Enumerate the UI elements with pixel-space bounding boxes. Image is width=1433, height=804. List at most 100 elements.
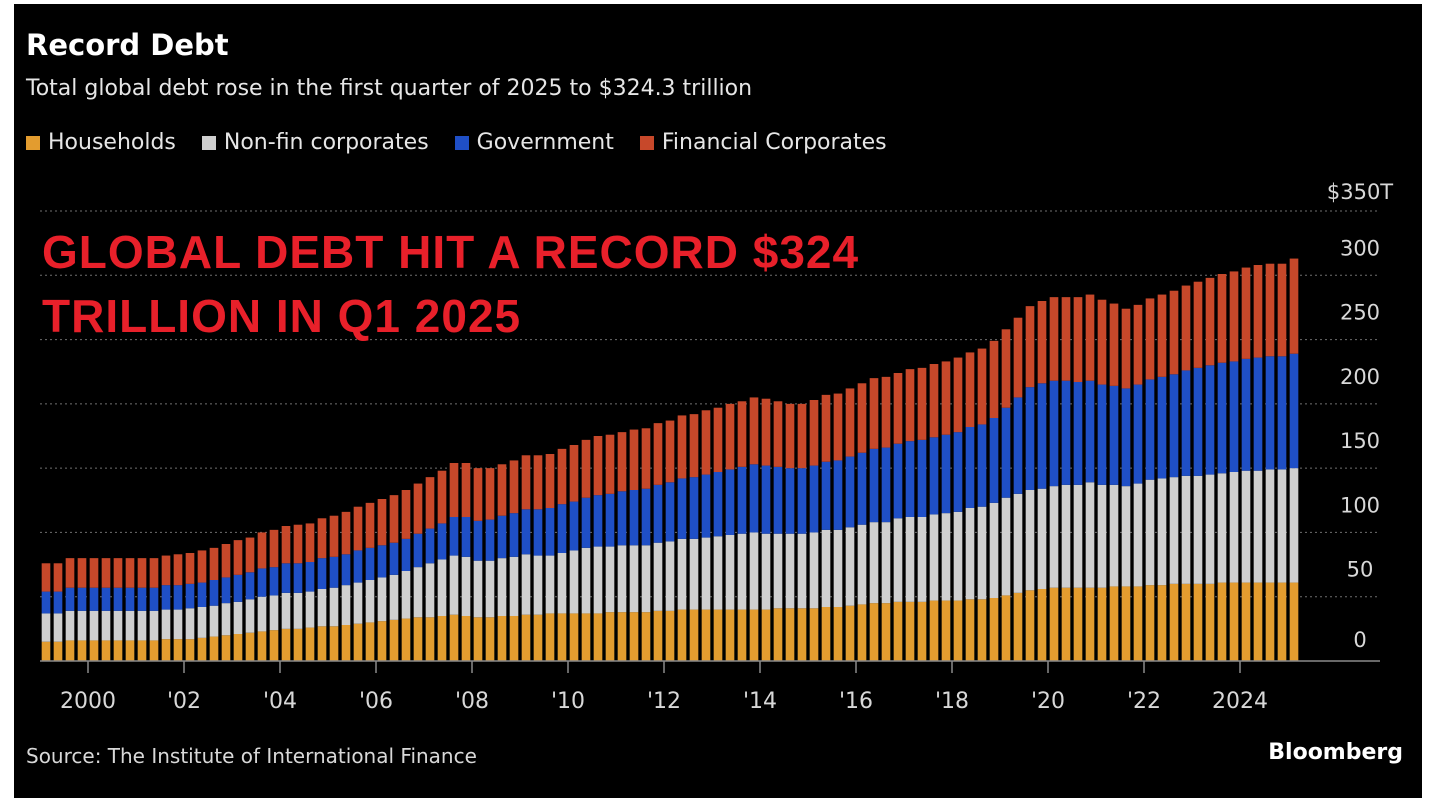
bar-segment <box>989 418 999 503</box>
bar-segment <box>905 441 915 517</box>
bar-segment <box>1229 582 1239 661</box>
annotation-line-2: TRILLION IN Q1 2025 <box>42 290 522 342</box>
bar-segment <box>725 535 735 610</box>
bar-segment <box>1253 357 1263 471</box>
bar-segment <box>329 587 339 627</box>
bar-segment <box>821 461 831 530</box>
bar-segment <box>557 553 567 614</box>
bar-segment <box>125 587 135 611</box>
bar-segment <box>929 437 939 515</box>
bar-segment <box>1181 475 1191 584</box>
bar-segment <box>269 529 279 568</box>
bar-segment <box>521 554 531 615</box>
legend-item-government: Government <box>454 130 614 155</box>
bar-segment <box>329 626 339 661</box>
bar-segment <box>953 357 963 433</box>
bar-segment <box>1049 486 1059 588</box>
legend-label-financial-corporates: Financial Corporates <box>661 130 887 155</box>
bar-segment <box>869 378 879 449</box>
y-tick-label: $350T <box>1327 180 1393 204</box>
bar-segment <box>449 555 459 615</box>
bar-segment <box>713 472 723 537</box>
bar-segment <box>677 415 687 479</box>
bar-segment <box>1085 482 1095 588</box>
bar-segment <box>1145 585 1155 661</box>
bar-segment <box>293 524 303 564</box>
bar-segment <box>845 388 855 457</box>
bar-segment <box>629 490 639 546</box>
bar-segment <box>677 478 687 539</box>
bar-segment <box>1289 353 1299 469</box>
headline-annotation: GLOBAL DEBT HIT A RECORD $324 TRILLION I… <box>42 220 1042 348</box>
bar-segment <box>1193 281 1203 368</box>
bar-segment <box>377 577 387 622</box>
bar-segment <box>1133 304 1143 385</box>
y-tick-label: 250 <box>1340 301 1380 325</box>
bar-segment <box>113 587 123 611</box>
bar-segment <box>221 635 231 661</box>
bar-segment <box>1073 382 1083 485</box>
bar-segment <box>389 619 399 661</box>
bar-segment <box>1157 478 1167 586</box>
bar-segment <box>749 464 759 533</box>
bar-segment <box>221 577 231 604</box>
bar-segment <box>1277 356 1287 470</box>
bar-segment <box>1169 374 1179 478</box>
chart-title: Record Debt <box>26 28 229 62</box>
bar-segment <box>1061 380 1071 485</box>
bar-segment <box>581 497 591 548</box>
legend-swatch-financial-corporates <box>639 135 654 150</box>
bar-segment <box>1217 362 1227 474</box>
bar-segment <box>881 603 891 661</box>
bar-segment <box>1109 484 1119 587</box>
bar-segment <box>569 613 579 661</box>
bar-segment <box>749 609 759 661</box>
bar-segment <box>533 614 543 661</box>
bar-segment <box>353 550 363 583</box>
bar-segment <box>1157 585 1167 661</box>
x-tick-label: '08 <box>455 689 489 714</box>
bar-segment <box>269 567 279 596</box>
bar-segment <box>53 591 63 614</box>
bar-segment <box>1169 477 1179 584</box>
bar-segment <box>353 506 363 551</box>
bar-segment <box>305 523 315 562</box>
bar-segment <box>1133 384 1143 484</box>
bar-segment <box>65 610 75 641</box>
bar-segment <box>101 587 111 611</box>
bar-segment <box>113 640 123 661</box>
bar-segment <box>389 574 399 620</box>
bar-segment <box>737 401 747 467</box>
bar-segment <box>485 617 495 661</box>
legend-item-non-fin-corporates: Non-fin corporates <box>201 130 429 155</box>
bar-segment <box>137 558 147 588</box>
bar-segment <box>1133 586 1143 661</box>
bar-segment <box>1013 397 1023 494</box>
bar-segment <box>965 352 975 427</box>
bar-segment <box>941 600 951 661</box>
bar-segment <box>1241 470 1251 583</box>
bar-segment <box>233 540 243 575</box>
bar-segment <box>785 608 795 661</box>
chart-subtitle: Total global debt rose in the first quar… <box>26 76 753 101</box>
bar-segment <box>41 563 51 592</box>
bar-segment <box>1181 583 1191 661</box>
x-tick-label: '04 <box>263 689 297 714</box>
bar-segment <box>785 533 795 609</box>
bar-segment <box>857 383 867 453</box>
bar-segment <box>1001 329 1011 408</box>
bar-segment <box>497 616 507 661</box>
bar-segment <box>677 538 687 610</box>
y-tick-label: 50 <box>1347 558 1374 582</box>
bar-segment <box>725 609 735 661</box>
bar-segment <box>977 348 987 425</box>
bar-segment <box>1109 303 1119 386</box>
bar-segment <box>245 599 255 633</box>
bar-segment <box>653 423 663 485</box>
bar-segment <box>485 468 495 520</box>
bar-segment <box>113 610 123 641</box>
bar-segment <box>401 618 411 661</box>
bar-segment <box>665 482 675 542</box>
bar-segment <box>665 610 675 661</box>
bar-segment <box>941 361 951 435</box>
